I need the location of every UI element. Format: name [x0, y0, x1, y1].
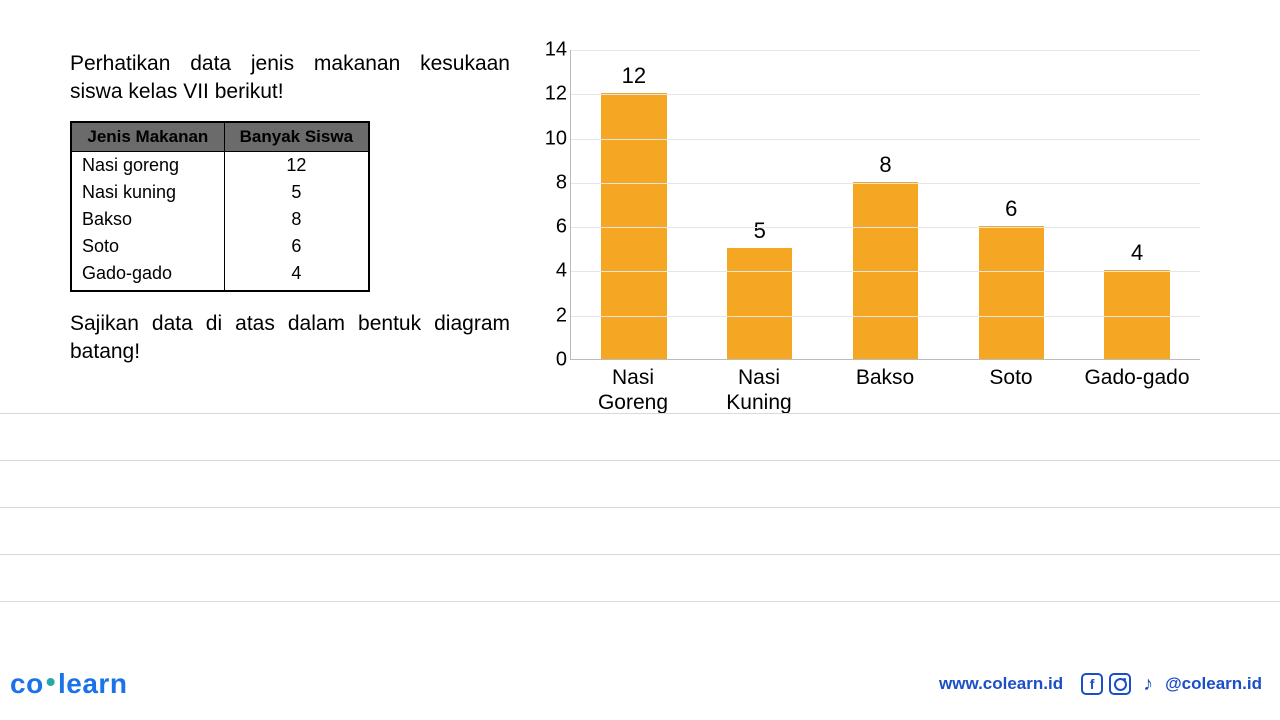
footer-url: www.colearn.id	[939, 674, 1063, 694]
x-axis-label: NasiKuning	[696, 365, 822, 415]
grid-line	[571, 227, 1200, 228]
grid-line	[571, 271, 1200, 272]
ruled-lines	[0, 413, 1280, 648]
table-row: Gado-gado4	[71, 260, 369, 291]
prompt-text: Perhatikan data jenis makanan kesukaan s…	[70, 50, 510, 107]
grid-line	[571, 50, 1200, 51]
logo-dot-icon: •	[44, 666, 58, 697]
bar-slot: 12	[571, 63, 697, 359]
table-row: Soto6	[71, 233, 369, 260]
grid-line	[571, 316, 1200, 317]
bar-value-label: 4	[1131, 240, 1143, 266]
bars-container: 12 5 8 6 4	[571, 50, 1200, 359]
y-tick-label: 14	[541, 39, 567, 62]
socials: f ♪ @colearn.id	[1081, 673, 1262, 695]
table-row: Nasi kuning5	[71, 179, 369, 206]
bar	[727, 248, 792, 359]
table-cell-food: Bakso	[71, 206, 224, 233]
bar-slot: 5	[697, 218, 823, 359]
plot-area: 125864 02468101214	[570, 50, 1200, 360]
instruction-text: Sajikan data di atas dalam bentuk diagra…	[70, 310, 510, 367]
tiktok-icon: ♪	[1137, 673, 1159, 695]
table-cell-food: Nasi goreng	[71, 151, 224, 179]
bar-slot: 6	[948, 196, 1074, 359]
bar	[979, 226, 1044, 359]
x-axis-labels: NasiGorengNasiKuningBaksoSotoGado-gado	[570, 365, 1200, 415]
table-header-count: Banyak Siswa	[224, 122, 369, 152]
grid-line	[571, 94, 1200, 95]
social-handle: @colearn.id	[1165, 674, 1262, 694]
table-cell-count: 5	[224, 179, 369, 206]
main-content: Perhatikan data jenis makanan kesukaan s…	[0, 0, 1280, 366]
grid-line	[571, 183, 1200, 184]
table-cell-food: Soto	[71, 233, 224, 260]
chart-panel: 125864 02468101214 NasiGorengNasiKuningB…	[530, 50, 1220, 366]
table-cell-count: 4	[224, 260, 369, 291]
table-body: Nasi goreng12Nasi kuning5Bakso8Soto6Gado…	[71, 151, 369, 291]
bar-slot: 4	[1074, 240, 1200, 359]
facebook-icon: f	[1081, 673, 1103, 695]
x-axis-label: NasiGoreng	[570, 365, 696, 415]
footer: co•learn www.colearn.id f ♪ @colearn.id	[0, 668, 1280, 700]
y-tick-label: 8	[541, 171, 567, 194]
x-axis-label: Bakso	[822, 365, 948, 415]
brand-logo: co•learn	[10, 668, 127, 700]
bar-value-label: 6	[1005, 196, 1017, 222]
y-tick-label: 4	[541, 260, 567, 283]
table-cell-count: 6	[224, 233, 369, 260]
y-tick-label: 0	[541, 349, 567, 372]
table-header-food: Jenis Makanan	[71, 122, 224, 152]
grid-line	[571, 139, 1200, 140]
logo-co: co	[10, 668, 44, 699]
bar-value-label: 5	[754, 218, 766, 244]
y-tick-label: 6	[541, 216, 567, 239]
table-cell-count: 12	[224, 151, 369, 179]
instagram-icon	[1109, 673, 1131, 695]
table-row: Nasi goreng12	[71, 151, 369, 179]
data-table: Jenis Makanan Banyak Siswa Nasi goreng12…	[70, 121, 370, 292]
y-tick-label: 12	[541, 83, 567, 106]
left-panel: Perhatikan data jenis makanan kesukaan s…	[70, 50, 510, 366]
table-row: Bakso8	[71, 206, 369, 233]
bar	[601, 93, 666, 359]
table-cell-food: Gado-gado	[71, 260, 224, 291]
y-tick-label: 2	[541, 304, 567, 327]
table-cell-food: Nasi kuning	[71, 179, 224, 206]
y-tick-label: 10	[541, 127, 567, 150]
x-axis-label: Gado-gado	[1074, 365, 1200, 415]
footer-right: www.colearn.id f ♪ @colearn.id	[939, 673, 1262, 695]
logo-learn: learn	[58, 668, 127, 699]
bar-value-label: 12	[622, 63, 646, 89]
bar-chart: 125864 02468101214 NasiGorengNasiKuningB…	[540, 50, 1200, 360]
x-axis-label: Soto	[948, 365, 1074, 415]
bar	[853, 182, 918, 359]
table-cell-count: 8	[224, 206, 369, 233]
bar-value-label: 8	[879, 152, 891, 178]
